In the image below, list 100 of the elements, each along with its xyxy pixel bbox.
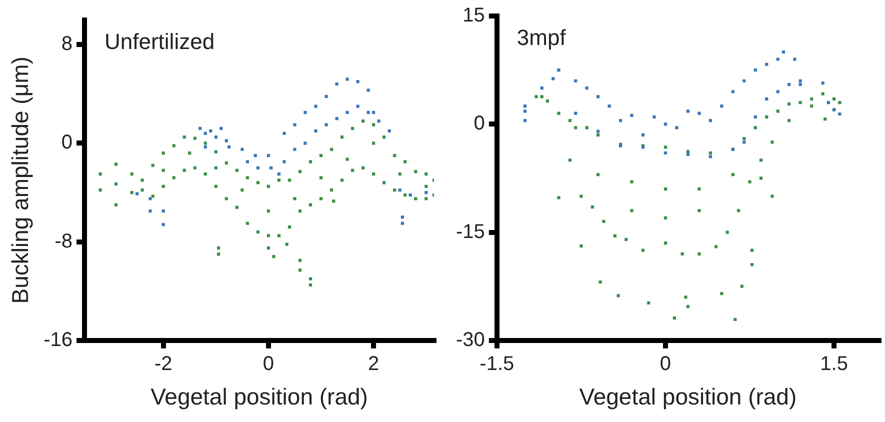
point <box>304 142 307 145</box>
point <box>224 139 228 142</box>
point <box>596 130 600 133</box>
point <box>708 118 712 122</box>
point <box>686 110 690 113</box>
point <box>162 209 165 213</box>
point <box>523 104 527 108</box>
point <box>400 222 404 225</box>
point <box>630 114 634 118</box>
point <box>400 216 404 219</box>
point <box>557 68 560 72</box>
point <box>523 110 527 113</box>
point <box>641 133 645 137</box>
point <box>214 136 218 139</box>
y-tick-label: 8 <box>61 33 73 56</box>
x-tick-label: 1.5 <box>820 352 848 375</box>
point <box>652 115 656 118</box>
point <box>742 79 746 82</box>
point <box>324 94 328 98</box>
point <box>240 148 244 151</box>
chart-title: Unfertilized <box>104 29 215 54</box>
point <box>148 197 152 200</box>
point <box>282 132 286 135</box>
x-axis-title: Vegetal position (rad) <box>150 384 368 410</box>
y-tick-label: 0 <box>61 132 73 154</box>
point <box>585 86 588 90</box>
point <box>266 154 270 158</box>
point <box>256 166 260 170</box>
x-tick-label: 2 <box>368 352 380 375</box>
point <box>720 104 724 108</box>
point <box>540 86 544 90</box>
point <box>356 80 360 84</box>
point <box>324 123 328 126</box>
point <box>204 132 207 135</box>
point <box>574 112 578 115</box>
point <box>798 79 802 82</box>
point <box>788 82 791 86</box>
point <box>798 82 802 86</box>
point <box>742 140 746 144</box>
point <box>366 88 370 92</box>
point <box>227 145 231 148</box>
x-tick-label: 0 <box>660 352 672 375</box>
point <box>424 190 428 194</box>
point <box>277 172 281 176</box>
y-tick-label: 0 <box>474 112 485 135</box>
point <box>204 145 207 148</box>
x-tick-label: 0 <box>262 352 274 375</box>
y-tick-label: -8 <box>54 230 73 252</box>
y-axis-title: Buckling amplitude (μm) <box>7 56 34 304</box>
point <box>282 160 286 164</box>
point <box>198 126 202 130</box>
point <box>136 192 139 196</box>
point <box>552 77 555 80</box>
point <box>765 62 768 66</box>
point <box>220 126 223 130</box>
point <box>335 82 338 86</box>
point <box>293 123 296 126</box>
point <box>346 110 349 114</box>
y-tick-label: 15 <box>462 4 485 27</box>
point <box>254 154 257 158</box>
point <box>776 58 780 61</box>
point <box>523 118 527 122</box>
point <box>618 118 622 122</box>
point <box>270 166 273 170</box>
point <box>776 90 780 94</box>
point <box>754 68 757 72</box>
point <box>372 110 376 114</box>
point <box>246 160 249 164</box>
point <box>398 188 402 192</box>
point <box>304 110 307 114</box>
point <box>209 129 212 132</box>
point <box>356 104 360 108</box>
point <box>754 115 757 118</box>
point <box>765 97 768 100</box>
point <box>335 117 338 120</box>
point <box>782 50 786 54</box>
point <box>314 104 318 108</box>
point <box>664 122 668 126</box>
y-tick-label: -15 <box>456 220 485 243</box>
x-tick-label: -2 <box>154 352 172 375</box>
point <box>388 129 391 132</box>
x-axis-title: Vegetal position (rad) <box>579 384 797 410</box>
point <box>596 95 600 98</box>
point <box>675 126 678 130</box>
point <box>608 104 611 108</box>
point <box>686 152 690 156</box>
x-tick-label: -1.5 <box>480 352 514 375</box>
y-tick-label: -30 <box>456 328 485 351</box>
point <box>708 155 712 158</box>
point <box>293 148 296 151</box>
point <box>408 193 412 197</box>
point <box>162 223 165 226</box>
point <box>664 151 668 155</box>
point <box>314 129 318 132</box>
point <box>366 110 370 114</box>
point <box>826 100 830 104</box>
chart-title: 3mpf <box>516 25 567 50</box>
point <box>731 90 734 94</box>
y-tick-label: -16 <box>44 328 73 351</box>
point <box>377 119 380 123</box>
